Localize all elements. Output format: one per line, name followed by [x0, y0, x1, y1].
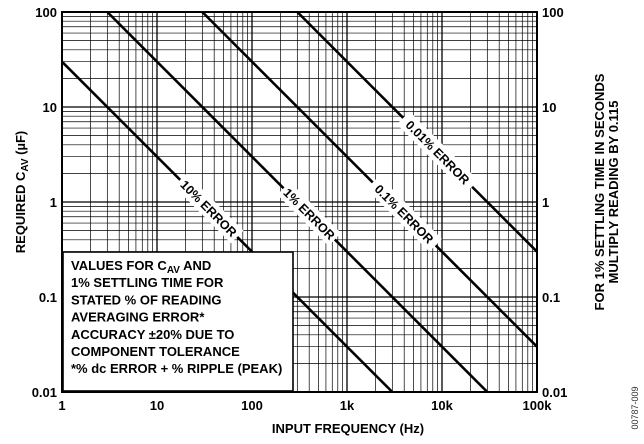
y-tick-label-1: 10 — [43, 100, 57, 115]
annotation-line-4: ACCURACY ±20% DUE TO — [71, 327, 234, 342]
x-tick-label-5: 100k — [523, 398, 553, 413]
x-axis-title: INPUT FREQUENCY (Hz) — [272, 421, 424, 436]
series-label-bg-3 — [396, 111, 479, 194]
series-label-0: 10% ERROR — [173, 173, 244, 244]
y-tick-label-2: 1 — [50, 195, 57, 210]
x-tick-label-3: 1k — [340, 398, 355, 413]
y2-tick-label-4: 0.01 — [542, 385, 567, 400]
y-tick-label-0: 100 — [35, 5, 57, 20]
x-tick-label-4: 10k — [431, 398, 453, 413]
x-tick-label-1: 10 — [150, 398, 164, 413]
annotation-line-3: AVERAGING ERROR* — [71, 310, 205, 325]
y-tick-label-3: 0.1 — [39, 290, 57, 305]
plot-frame — [61, 11, 538, 393]
right-axis-title-line1: FOR 1% SETTLING TIME IN SECONDS — [592, 73, 607, 310]
series-label-bg-1 — [277, 181, 342, 246]
y2-tick-label-0: 100 — [542, 5, 564, 20]
series-label-bg-0 — [173, 173, 244, 244]
annotation-line-6: *% dc ERROR + % RIPPLE (PEAK) — [71, 361, 282, 376]
figure-code: 00787-009 — [630, 386, 640, 429]
annotation-line-5: COMPONENT TOLERANCE — [71, 344, 240, 359]
y2-tick-label-2: 1 — [542, 195, 549, 210]
annotation-box — [62, 251, 294, 392]
annotation-line-1: 1% SETTLING TIME FOR — [71, 275, 224, 290]
y-axis-title: REQUIRED CAV (µF) — [13, 131, 31, 253]
x-tick-label-0: 1 — [58, 398, 65, 413]
x-tick-label-2: 100 — [241, 398, 263, 413]
series-label-bg-2 — [366, 176, 443, 252]
right-axis-title-line2: MULTIPLY READING BY 0.115 — [606, 100, 621, 283]
y2-tick-label-1: 10 — [542, 100, 556, 115]
y2-tick-label-3: 0.1 — [542, 290, 560, 305]
y-tick-label-4: 0.01 — [32, 385, 57, 400]
series-line-2 — [201, 11, 538, 348]
annotation-line-2: STATED % OF READING — [71, 292, 221, 307]
tick-labels: 1 10 100 1k 10k 100k 100 100 10 10 1 1 0.1 0.1 0.01 0.0… — [32, 5, 568, 413]
annotation-line-0: VALUES FOR CAV AND — [71, 258, 211, 276]
